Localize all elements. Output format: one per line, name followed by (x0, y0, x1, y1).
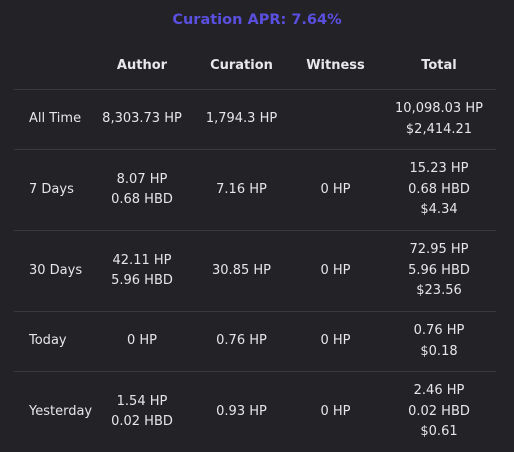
witness-cell: 0 HP (289, 371, 382, 452)
row-label: Today (14, 311, 90, 372)
curation-value: 0.93 HP (216, 403, 267, 419)
rewards-table: Author Curation Witness Total All Time 8… (14, 42, 496, 452)
header-author: Author (116, 58, 168, 73)
curation-cell: 7.16 HP (194, 149, 289, 231)
total-hbd: 5.96 HBD (408, 262, 470, 278)
total-cell: 10,098.03 HP $2,414.21 (382, 89, 496, 150)
total-cell: 72.95 HP 5.96 HBD $23.56 (382, 230, 496, 312)
row-label: All Time (14, 89, 90, 150)
total-hp: 2.46 HP (413, 383, 465, 399)
total-cell: 2.46 HP 0.02 HBD $0.61 (382, 371, 496, 452)
author-hp: 1.54 HP (116, 393, 168, 409)
table-header-row: Author Curation Witness Total (14, 42, 496, 90)
author-hbd: 0.02 HBD (111, 414, 173, 429)
header-total: Total (421, 58, 457, 73)
author-cell: 0 HP (90, 311, 194, 372)
author-cell: 8.07 HP 0.68 HBD (90, 149, 194, 231)
row-label: Yesterday (14, 371, 92, 452)
total-hbd: 0.02 HBD (408, 403, 470, 419)
total-usd: $4.34 (420, 202, 458, 218)
curation-value: 7.16 HP (216, 181, 267, 197)
header-witness: Witness (306, 58, 365, 73)
table-row-7-days: 7 Days 8.07 HP 0.68 HBD 7.16 HP 0 HP 15.… (14, 149, 496, 231)
curation-cell: 0.76 HP (194, 311, 289, 372)
curation-cell: 0.93 HP (194, 371, 289, 452)
total-usd: $2,414.21 (405, 121, 473, 137)
witness-cell: 0 HP (289, 230, 382, 312)
curation-cell: 30.85 HP (194, 230, 289, 312)
table-row-all-time: All Time 8,303.73 HP 1,794.3 HP 10,098.0… (14, 89, 496, 150)
witness-cell: 0 HP (289, 149, 382, 231)
total-hp: 10,098.03 HP (395, 101, 483, 116)
witness-cell (289, 89, 382, 150)
total-cell: 15.23 HP 0.68 HBD $4.34 (382, 149, 496, 231)
author-value: 8,303.73 HP (102, 111, 182, 127)
author-hbd: 5.96 HBD (111, 273, 173, 288)
author-cell: 42.11 HP 5.96 HBD (90, 230, 194, 312)
table-row-today: Today 0 HP 0.76 HP 0 HP 0.76 HP $0.18 (14, 311, 496, 372)
witness-value: 0 HP (320, 403, 351, 419)
curation-value: 1,794.3 HP (205, 111, 278, 127)
author-hbd: 0.68 HBD (111, 192, 173, 207)
total-hp: 15.23 HP (409, 161, 469, 177)
header-period (14, 42, 90, 90)
witness-value: 0 HP (320, 262, 351, 278)
author-hp: 8.07 HP (116, 171, 168, 187)
curation-cell: 1,794.3 HP (194, 89, 289, 150)
author-value: 0 HP (126, 333, 158, 349)
total-hp: 72.95 HP (409, 242, 469, 258)
witness-cell: 0 HP (289, 311, 382, 372)
header-curation: Curation (210, 58, 273, 73)
total-hbd: 0.68 HBD (408, 181, 470, 197)
witness-value: 0 HP (320, 181, 351, 197)
row-label: 7 Days (14, 149, 90, 231)
total-usd: $0.18 (420, 343, 458, 359)
author-cell: 8,303.73 HP (90, 89, 194, 150)
witness-value: 0 HP (320, 333, 351, 349)
row-label: 30 Days (14, 230, 90, 312)
total-usd: $23.56 (416, 283, 462, 299)
table-row-30-days: 30 Days 42.11 HP 5.96 HBD 30.85 HP 0 HP … (14, 230, 496, 312)
curation-value: 0.76 HP (216, 333, 267, 349)
curation-apr-title: Curation APR: 7.64% (172, 12, 342, 28)
author-hp: 42.11 HP (112, 252, 172, 268)
total-hp: 0.76 HP (413, 323, 465, 338)
total-cell: 0.76 HP $0.18 (382, 311, 496, 372)
author-cell: 1.54 HP 0.02 HBD (90, 371, 194, 452)
table-row-yesterday: Yesterday 1.54 HP 0.02 HBD 0.93 HP 0 HP … (14, 371, 496, 452)
total-usd: $0.61 (420, 424, 458, 440)
curation-value: 30.85 HP (212, 262, 271, 278)
